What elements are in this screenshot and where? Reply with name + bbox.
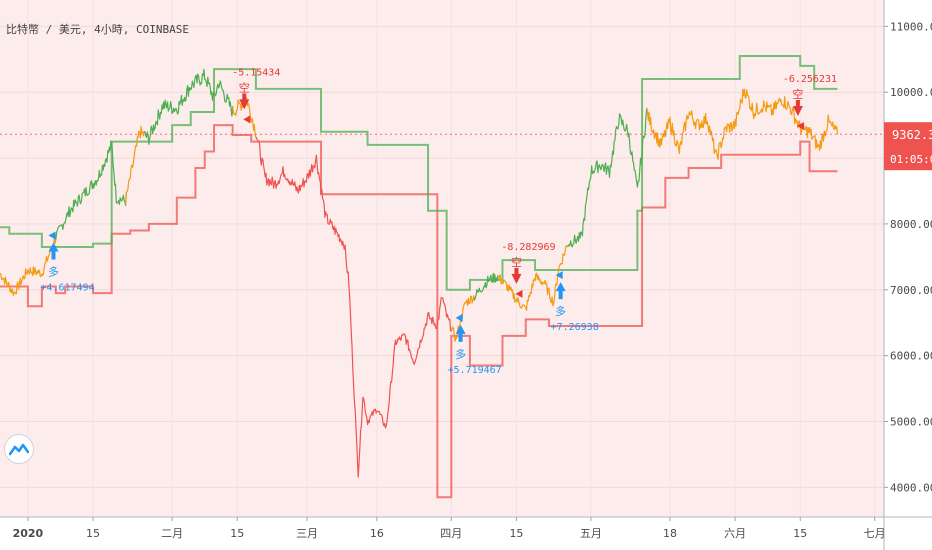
price-series-segment (474, 272, 499, 301)
y-tick-label: 6000.00 (890, 350, 932, 363)
last-price-label: 9362.30 (892, 128, 932, 142)
price-series-segment (497, 244, 569, 311)
price-series-segment (55, 140, 127, 240)
price-series-segment (0, 232, 58, 296)
chart-title: 比特幣 / 美元, 4小時, COINBASE (6, 23, 189, 36)
bar-countdown-label: 01:05:06 (890, 153, 932, 166)
x-tick-label: 15 (509, 527, 523, 540)
long-signal-marker: 多 +4.617494 (40, 231, 95, 294)
x-tick-label: 三月 (296, 527, 318, 540)
long-signal-glyph: 多 (48, 265, 59, 279)
x-tick-label: 18 (663, 527, 677, 540)
long-signal-label: +4.617494 (40, 283, 94, 294)
short-signal-glyph: 空 (239, 80, 250, 94)
lower-band-line (0, 124, 838, 499)
short-arrow-icon (511, 267, 522, 284)
long-arrow-icon (555, 282, 566, 300)
short-entry-flag-icon (796, 121, 804, 130)
short-arrow-icon (792, 99, 803, 116)
x-tick-label: 二月 (161, 527, 183, 540)
short-signal-glyph: 空 (792, 87, 803, 101)
long-signal-glyph: 多 (555, 304, 566, 318)
long-entry-flag-icon (455, 313, 463, 322)
x-tick-label: 15 (230, 527, 244, 540)
long-signal-label: +7.26938 (551, 322, 599, 333)
x-tick-label: 2020 (13, 527, 44, 540)
y-tick-label: 4000.00 (890, 481, 932, 494)
long-signal-marker: 多 +5.719467 (448, 313, 502, 376)
short-signal-glyph: 空 (511, 255, 522, 269)
long-signal-glyph: 多 (455, 347, 466, 361)
short-signal-label: -5.15434 (232, 67, 280, 78)
long-arrow-icon (48, 242, 59, 260)
tradingview-logo[interactable] (4, 434, 34, 464)
y-tick-label: 7000.00 (890, 284, 932, 297)
y-tick-label: 10000.00 (890, 86, 932, 99)
price-series-segment (144, 68, 234, 145)
price-series-segment (255, 136, 453, 478)
price-series-segment (646, 88, 839, 160)
price-series-segment (567, 107, 649, 248)
short-entry-flag-icon (515, 289, 523, 298)
x-tick-label: 七月 (864, 527, 886, 540)
x-tick-label: 15 (86, 527, 100, 540)
tradingview-cloud-icon (9, 443, 29, 456)
short-arrow-icon (239, 93, 250, 110)
short-signal-label: -6.256231 (783, 74, 837, 85)
last-price-badge (884, 122, 932, 171)
x-tick-label: 四月 (440, 527, 462, 540)
y-tick-label: 8000.00 (890, 218, 932, 231)
long-signal-marker: 多 +7.26938 (551, 271, 599, 333)
short-signal-label: -8.282969 (501, 242, 555, 253)
short-entry-flag-icon (243, 115, 251, 124)
x-tick-label: 五月 (580, 527, 602, 540)
short-signal-marker: -8.282969 空 (501, 242, 556, 298)
short-signal-marker: -5.15434 空 (232, 67, 280, 124)
x-tick-label: 15 (793, 527, 807, 540)
long-signal-label: +5.719467 (448, 365, 502, 376)
long-arrow-icon (455, 324, 466, 342)
long-entry-flag-icon (555, 271, 563, 280)
price-series-segment (450, 295, 476, 342)
y-tick-label: 5000.00 (890, 416, 932, 429)
long-entry-flag-icon (48, 231, 56, 240)
x-tick-label: 六月 (724, 527, 746, 540)
plot-background (0, 0, 884, 517)
short-signal-marker: -6.256231 空 (783, 74, 837, 130)
price-series-segment (125, 125, 146, 206)
y-tick-label: 11000.00 (890, 20, 932, 33)
x-tick-label: 16 (370, 527, 384, 540)
upper-band-line (0, 54, 838, 291)
